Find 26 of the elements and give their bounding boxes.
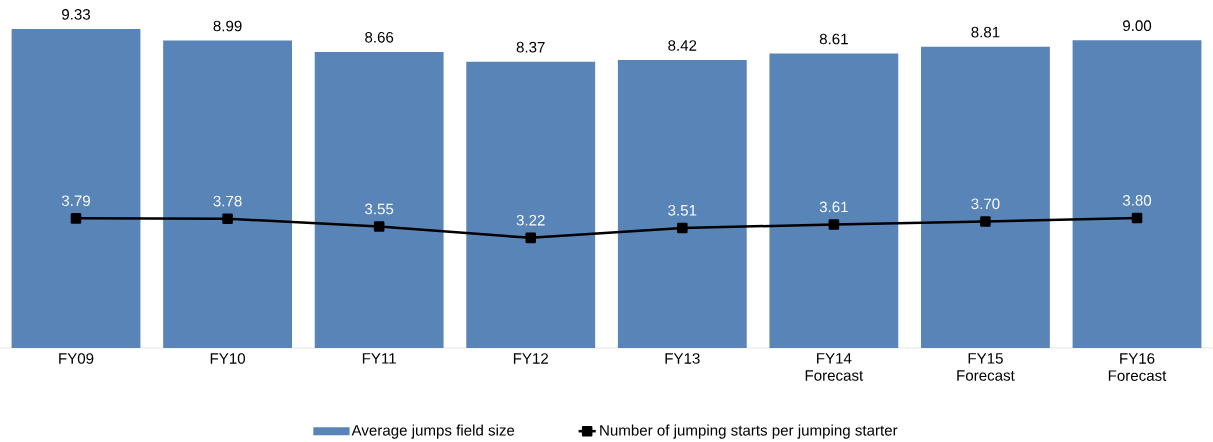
x-tick-label: FY10 (210, 353, 246, 364)
data-label: 3.51 (668, 205, 697, 216)
data-label: 8.61 (819, 33, 848, 45)
data-label: 8.37 (516, 41, 545, 53)
x-tick-label: FY15 Forecast (957, 353, 1015, 381)
data-label: 3.70 (971, 198, 1000, 210)
data-label: 8.99 (213, 20, 242, 32)
data-label: 8.66 (365, 32, 394, 43)
x-tick-label: FY11 (362, 353, 396, 364)
data-label: 3.22 (516, 214, 545, 226)
data-label: 3.61 (819, 201, 848, 213)
x-tick-label: FY09 (59, 353, 94, 364)
data-label: 9.00 (1123, 20, 1152, 32)
data-label: 3.78 (213, 195, 242, 207)
x-tick-label: FY12 (513, 353, 549, 364)
data-label: 3.80 (1122, 195, 1152, 206)
legend-label: Number of jumping starts per jumping starter (600, 424, 898, 439)
legend-label: Average jumps field size (351, 424, 515, 439)
x-tick-label: FY13 (665, 353, 700, 364)
data-label: 3.55 (365, 203, 394, 215)
data-label: 9.33 (62, 9, 91, 20)
data-label: 3.79 (61, 195, 90, 207)
x-tick-label: FY14 Forecast (805, 353, 864, 381)
data-label: 8.81 (971, 26, 1000, 38)
data-label: 8.42 (668, 40, 697, 51)
x-tick-label: FY16 Forecast (1108, 353, 1167, 382)
